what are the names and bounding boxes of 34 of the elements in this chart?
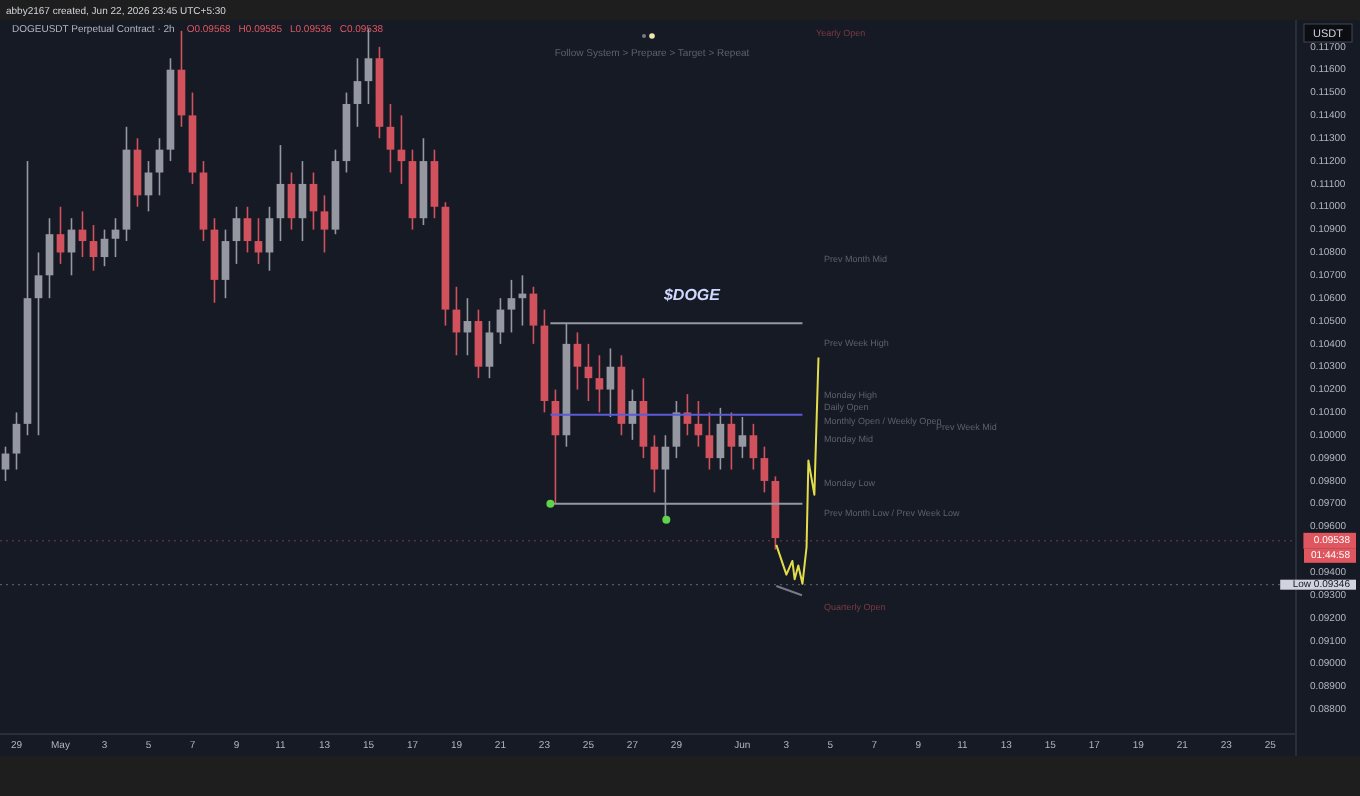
candlestick [716,407,725,471]
candlestick [12,411,21,471]
candlestick [309,171,318,231]
candlestick [507,279,516,334]
candlestick [595,354,604,414]
candlestick [287,171,296,231]
candlestick [650,434,659,494]
candlestick [485,320,494,379]
candlestick [760,445,769,494]
candlestick [243,205,252,254]
candlestick [276,144,285,242]
candlestick [727,411,736,471]
candlestick [34,251,43,437]
candlestick [298,160,307,242]
candlestick [529,285,538,345]
text: $DOGE [661,286,722,304]
candlestick [573,331,582,391]
candlestick [111,217,120,258]
candlestick [353,57,362,128]
candlestick [155,137,164,197]
candlestick [232,205,241,265]
candlestick [89,224,98,272]
candlestick [386,103,395,174]
candlestick [606,347,615,418]
candlestick [320,194,329,254]
candlestick [738,416,747,459]
candlestick [1,445,10,482]
candlestick [430,148,439,220]
candlestick [474,308,483,379]
candlestick [705,411,714,471]
candlestick [221,228,230,299]
candlestick [749,423,758,471]
candlestick [45,217,54,299]
candlestick [265,205,274,272]
